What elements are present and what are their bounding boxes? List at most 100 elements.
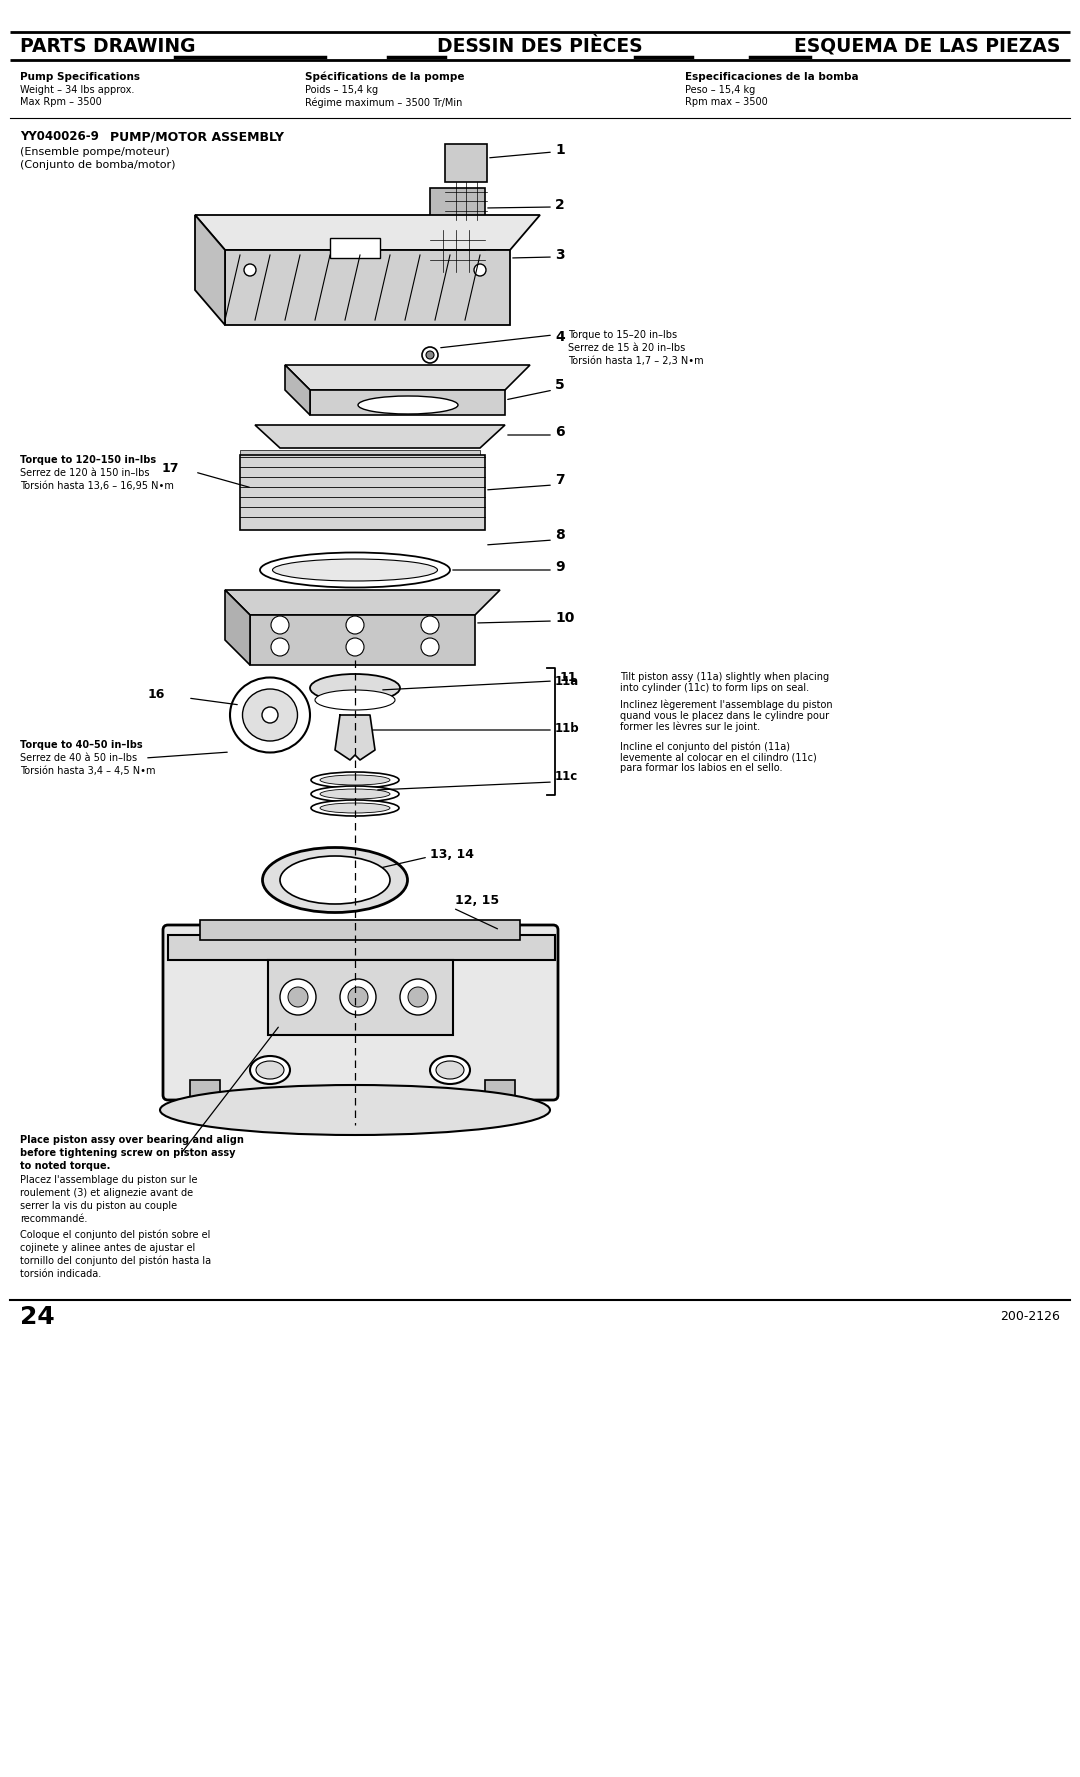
Text: Torque to 40–50 in–lbs: Torque to 40–50 in–lbs — [21, 739, 143, 750]
Text: roulement (3) et alignezie avant de: roulement (3) et alignezie avant de — [21, 1189, 193, 1198]
Ellipse shape — [230, 677, 310, 752]
FancyBboxPatch shape — [445, 144, 487, 181]
Circle shape — [422, 347, 438, 363]
Circle shape — [408, 986, 428, 1008]
Circle shape — [271, 638, 289, 656]
Ellipse shape — [243, 689, 297, 741]
Circle shape — [242, 489, 262, 508]
Text: Placez l'assemblage du piston sur le: Placez l'assemblage du piston sur le — [21, 1175, 198, 1185]
Text: Pump Specifications: Pump Specifications — [21, 73, 140, 82]
Text: 13, 14: 13, 14 — [430, 848, 474, 862]
Text: before tightening screw on piston assy: before tightening screw on piston assy — [21, 1148, 235, 1159]
Text: Torque to 120–150 in–lbs: Torque to 120–150 in–lbs — [21, 455, 157, 466]
Circle shape — [400, 979, 436, 1015]
Text: Poids – 15,4 kg: Poids – 15,4 kg — [305, 85, 378, 94]
Polygon shape — [310, 389, 505, 416]
Text: 8: 8 — [555, 528, 565, 542]
Polygon shape — [285, 364, 530, 389]
Text: serrer la vis du piston au couple: serrer la vis du piston au couple — [21, 1201, 177, 1210]
Text: to noted torque.: to noted torque. — [21, 1160, 110, 1171]
Text: 9: 9 — [555, 560, 565, 574]
Circle shape — [426, 352, 434, 359]
FancyBboxPatch shape — [249, 615, 475, 665]
Text: (Conjunto de bomba/motor): (Conjunto de bomba/motor) — [21, 160, 175, 171]
Text: Incline el conjunto del pistón (11a): Incline el conjunto del pistón (11a) — [620, 741, 789, 752]
Circle shape — [346, 617, 364, 634]
Text: Weight – 34 lbs approx.: Weight – 34 lbs approx. — [21, 85, 134, 94]
Text: Tilt piston assy (11a) slightly when placing: Tilt piston assy (11a) slightly when pla… — [620, 672, 829, 682]
Text: 16: 16 — [148, 688, 165, 702]
Text: 2: 2 — [555, 197, 565, 211]
Text: YY040026-9: YY040026-9 — [21, 130, 99, 142]
Text: 3: 3 — [555, 249, 565, 261]
Text: 7: 7 — [555, 473, 565, 487]
Text: PARTS DRAWING: PARTS DRAWING — [21, 37, 195, 55]
Circle shape — [421, 638, 438, 656]
Text: Place piston assy over bearing and align: Place piston assy over bearing and align — [21, 1136, 244, 1144]
Ellipse shape — [436, 1061, 464, 1079]
Text: Serrez de 15 à 20 in–lbs: Serrez de 15 à 20 in–lbs — [568, 343, 685, 354]
Circle shape — [262, 707, 278, 723]
Text: para formar los labios en el sello.: para formar los labios en el sello. — [620, 762, 783, 773]
Text: 1: 1 — [555, 142, 565, 156]
Polygon shape — [200, 920, 519, 940]
FancyBboxPatch shape — [268, 960, 453, 1034]
Text: Coloque el conjunto del pistón sobre el: Coloque el conjunto del pistón sobre el — [21, 1230, 211, 1240]
Ellipse shape — [320, 775, 390, 785]
Text: former les lèvres sur le joint.: former les lèvres sur le joint. — [620, 721, 760, 732]
Text: (Ensemble pompe/moteur): (Ensemble pompe/moteur) — [21, 147, 170, 156]
FancyBboxPatch shape — [190, 1080, 220, 1100]
Ellipse shape — [256, 1061, 284, 1079]
Ellipse shape — [430, 1056, 470, 1084]
Text: ESQUEMA DE LAS PIEZAS: ESQUEMA DE LAS PIEZAS — [794, 37, 1059, 55]
Ellipse shape — [260, 553, 450, 588]
Text: levemente al colocar en el cilindro (11c): levemente al colocar en el cilindro (11c… — [620, 752, 816, 762]
Ellipse shape — [160, 1086, 550, 1136]
Text: 10: 10 — [555, 611, 575, 626]
Text: quand vous le placez dans le cylindre pour: quand vous le placez dans le cylindre po… — [620, 711, 829, 721]
Text: Torsión hasta 13,6 – 16,95 N•m: Torsión hasta 13,6 – 16,95 N•m — [21, 482, 174, 490]
Ellipse shape — [310, 673, 400, 702]
Polygon shape — [168, 935, 555, 960]
Circle shape — [271, 617, 289, 634]
Text: 17: 17 — [162, 462, 179, 474]
FancyBboxPatch shape — [330, 238, 380, 258]
Polygon shape — [285, 364, 310, 416]
Circle shape — [348, 986, 368, 1008]
Circle shape — [421, 617, 438, 634]
Text: 24: 24 — [21, 1304, 55, 1329]
Ellipse shape — [320, 789, 390, 800]
Text: Régime maximum – 3500 Tr/Min: Régime maximum – 3500 Tr/Min — [305, 98, 462, 107]
Text: 6: 6 — [555, 425, 565, 439]
FancyBboxPatch shape — [485, 1080, 515, 1100]
Text: Rpm max – 3500: Rpm max – 3500 — [685, 98, 768, 107]
Text: cojinete y alinee antes de ajustar el: cojinete y alinee antes de ajustar el — [21, 1242, 195, 1253]
Ellipse shape — [272, 560, 437, 581]
Polygon shape — [255, 425, 505, 448]
Text: 11c: 11c — [555, 769, 578, 784]
FancyBboxPatch shape — [430, 188, 485, 229]
Text: DESSIN DES PIÈCES: DESSIN DES PIÈCES — [437, 37, 643, 55]
Text: 4: 4 — [555, 331, 565, 345]
Text: Peso – 15,4 kg: Peso – 15,4 kg — [685, 85, 755, 94]
Text: recommandé.: recommandé. — [21, 1214, 87, 1224]
Text: Serrez de 120 à 150 in–lbs: Serrez de 120 à 150 in–lbs — [21, 467, 149, 478]
Ellipse shape — [357, 396, 458, 414]
Text: 12, 15: 12, 15 — [455, 894, 499, 906]
FancyBboxPatch shape — [240, 455, 485, 530]
Ellipse shape — [280, 857, 390, 904]
Text: Torsión hasta 3,4 – 4,5 N•m: Torsión hasta 3,4 – 4,5 N•m — [21, 766, 156, 777]
Ellipse shape — [311, 771, 399, 787]
Text: Spécifications de la pompe: Spécifications de la pompe — [305, 73, 464, 82]
Text: PUMP/MOTOR ASSEMBLY: PUMP/MOTOR ASSEMBLY — [110, 130, 284, 142]
Polygon shape — [195, 215, 540, 251]
Circle shape — [244, 265, 256, 275]
Polygon shape — [225, 590, 249, 665]
Polygon shape — [225, 590, 500, 615]
Ellipse shape — [262, 848, 407, 913]
Text: Serrez de 40 à 50 in–lbs: Serrez de 40 à 50 in–lbs — [21, 753, 137, 762]
Text: 11b: 11b — [555, 721, 580, 736]
Text: 11a: 11a — [555, 675, 579, 688]
Text: into cylinder (11c) to form lips on seal.: into cylinder (11c) to form lips on seal… — [620, 682, 809, 693]
Ellipse shape — [311, 785, 399, 801]
